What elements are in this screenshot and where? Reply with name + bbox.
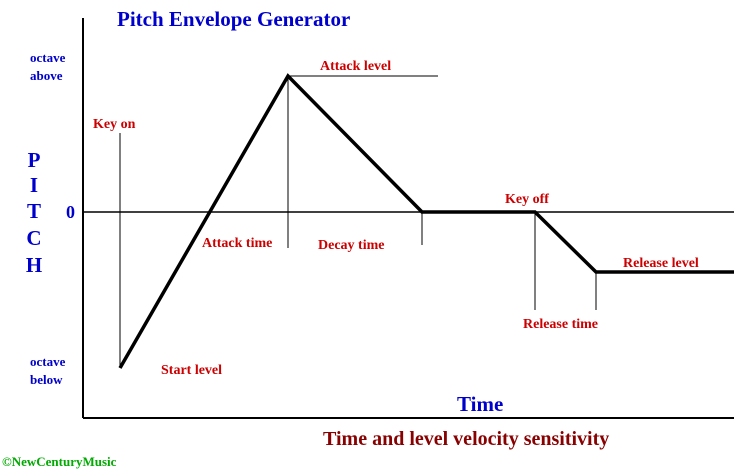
key-off-label: Key off: [505, 192, 549, 207]
key-on-label: Key on: [93, 117, 136, 132]
copyright-notice: ©NewCenturyMusic: [2, 454, 117, 469]
release-level-label: Release level: [623, 256, 699, 271]
release-time-label: Release time: [523, 317, 598, 332]
diagram-title: Pitch Envelope Generator: [117, 7, 350, 31]
pitch-letter-t: T: [27, 199, 41, 223]
decay-time-label: Decay time: [318, 238, 384, 253]
velocity-sensitivity-caption: Time and level velocity sensitivity: [323, 428, 609, 450]
pitch-letter-p: P: [28, 148, 41, 172]
time-axis-label: Time: [457, 392, 503, 416]
octave-below-label-line1: octave: [30, 354, 66, 369]
pitch-letter-i: I: [30, 173, 38, 197]
pitch-letter-c: C: [26, 226, 41, 250]
zero-label: 0: [66, 202, 75, 222]
attack-level-label: Attack level: [320, 59, 391, 74]
start-level-label: Start level: [161, 363, 222, 378]
octave-above-label-line1: octave: [30, 50, 66, 65]
octave-below-label-line2: below: [30, 372, 63, 387]
attack-time-label: Attack time: [202, 236, 272, 251]
pitch-letter-h: H: [26, 253, 42, 277]
octave-above-label-line2: above: [30, 68, 63, 83]
envelope-curve: [118, 73, 734, 369]
